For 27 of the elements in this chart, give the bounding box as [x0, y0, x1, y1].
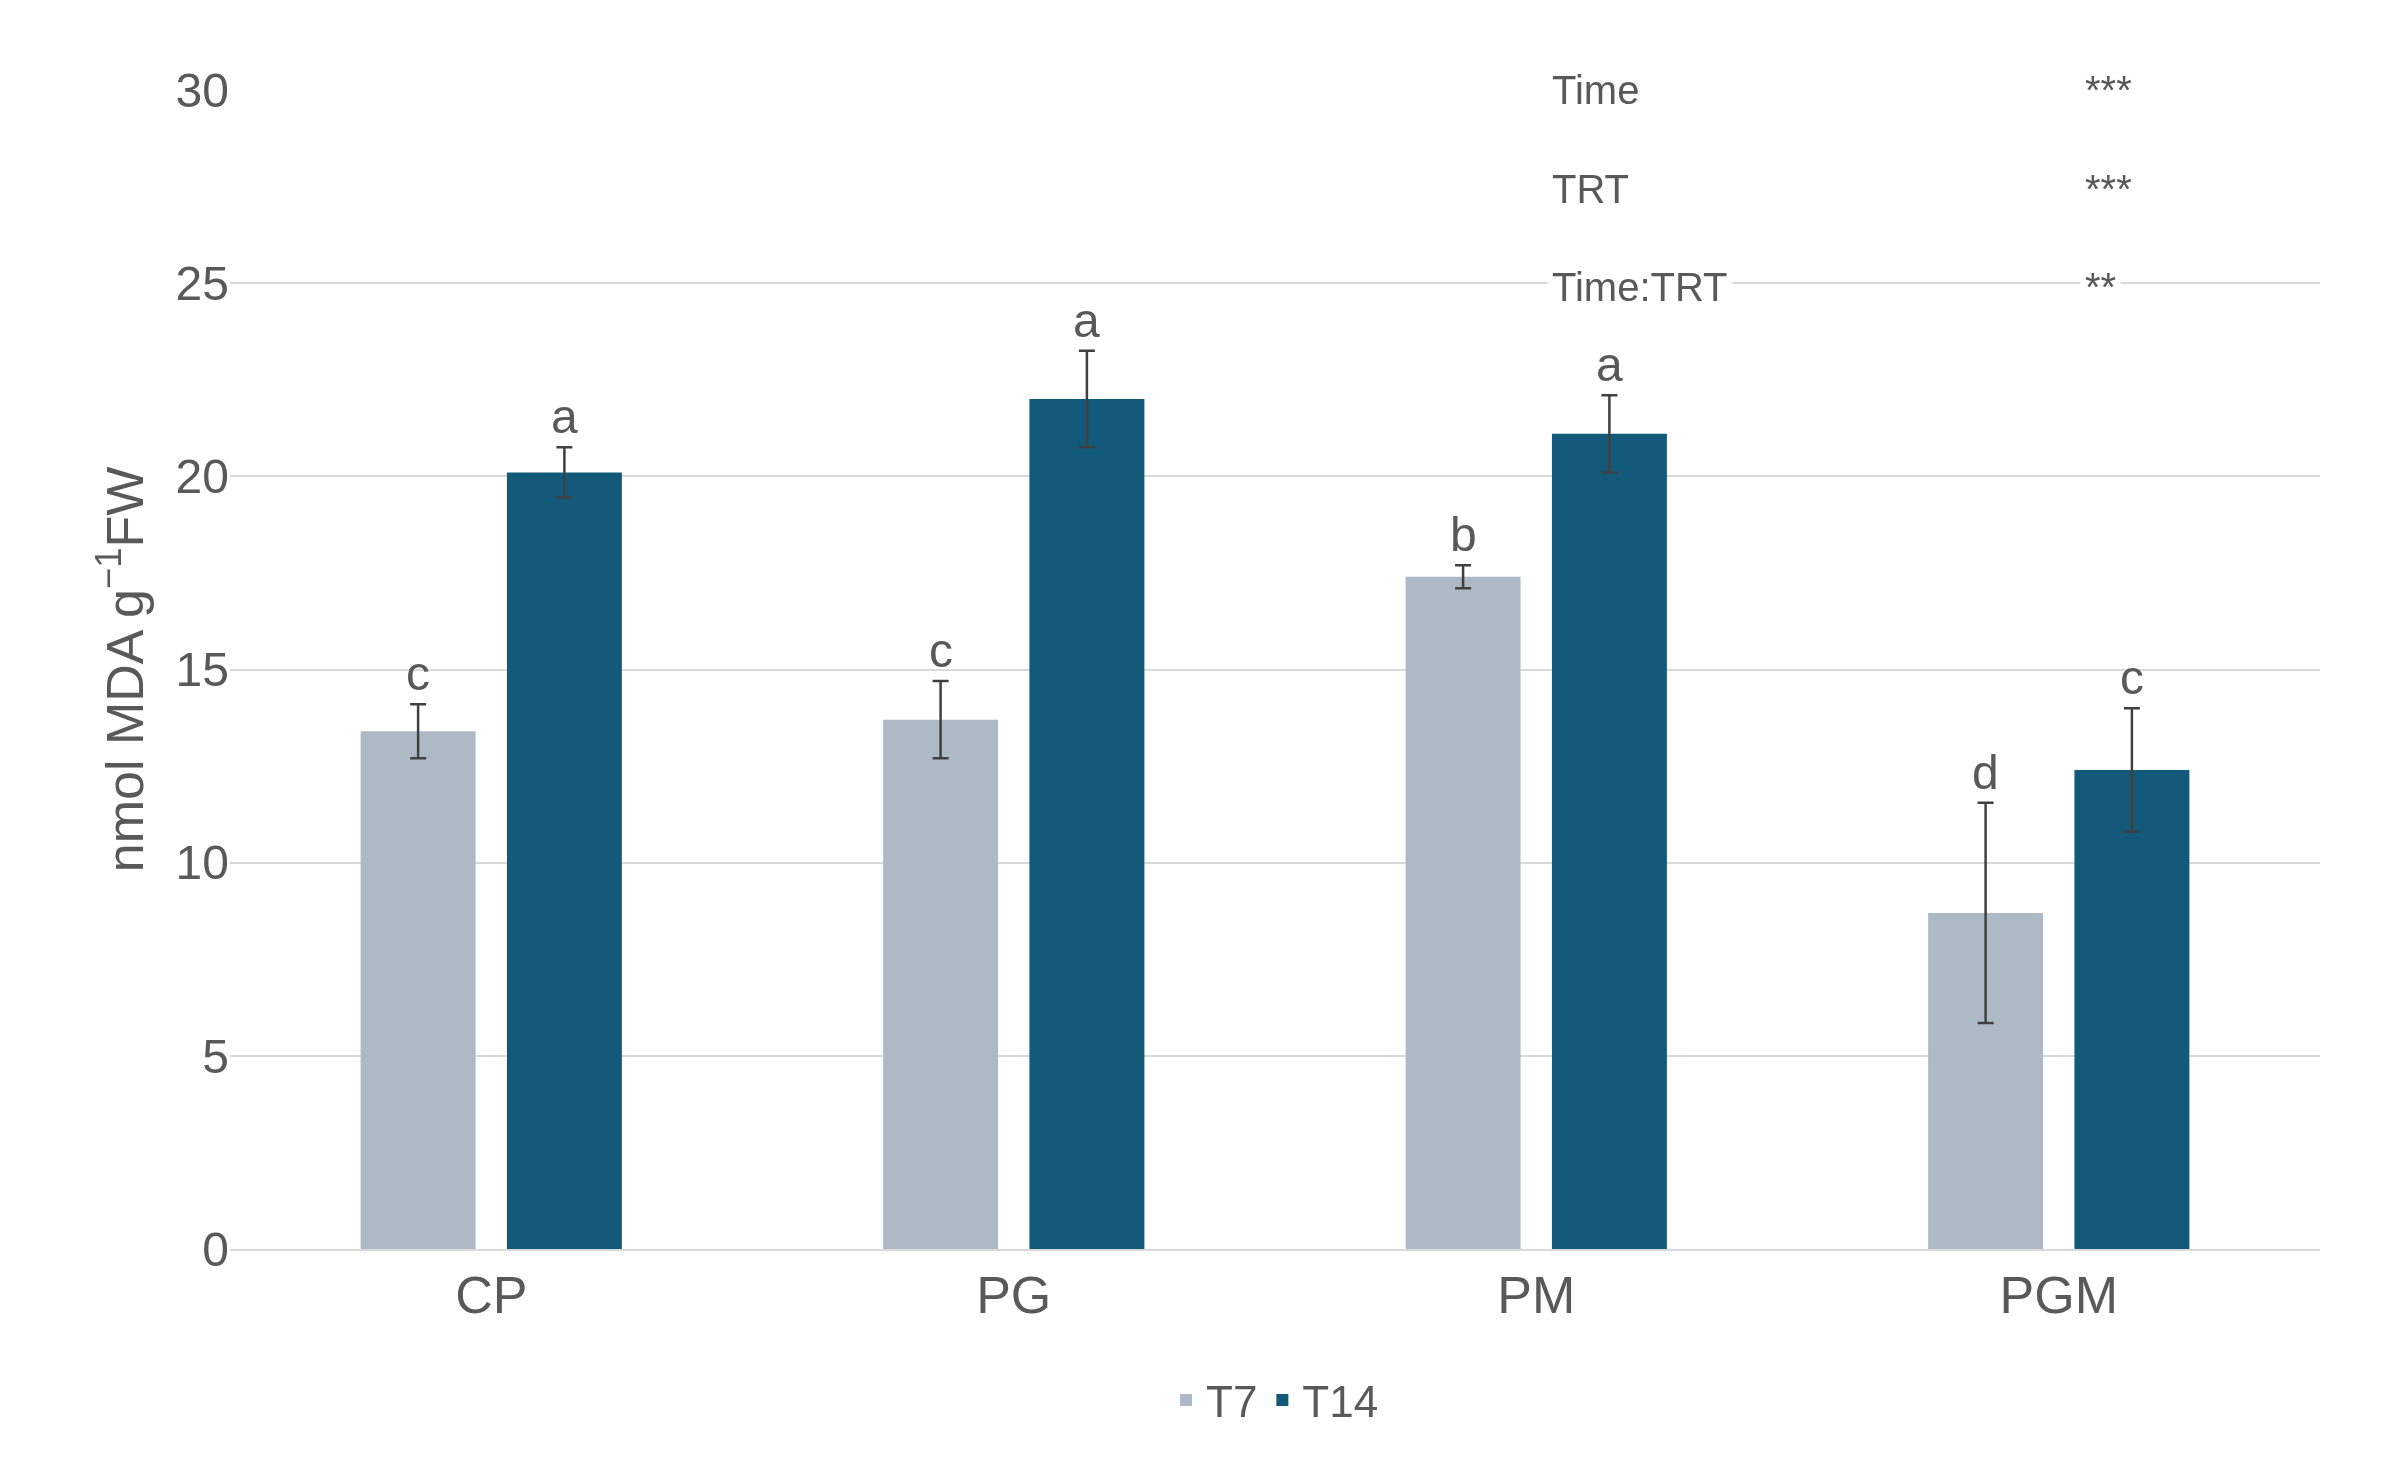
y-tick-label: 10: [175, 836, 229, 890]
y-tick-label: 15: [175, 643, 229, 697]
legend-label: T7: [1206, 1377, 1258, 1427]
annotation: TRT: [1552, 167, 1630, 211]
annotation: Time: [1552, 68, 1640, 112]
x-tick-label: PGM: [1999, 1266, 2118, 1325]
legend-label: T14: [1302, 1377, 1379, 1427]
x-tick-label: PM: [1497, 1266, 1576, 1325]
data-label: c: [406, 647, 430, 700]
data-label: a: [1073, 294, 1100, 347]
annotation: Time:TRT: [1552, 265, 1728, 309]
annotation: **: [2085, 265, 2117, 309]
annotation: ***: [2085, 167, 2132, 211]
annotation: ***: [2085, 68, 2132, 112]
y-tick-label: 20: [175, 450, 229, 504]
data-label: c: [2120, 651, 2144, 704]
data-label: c: [929, 624, 953, 677]
data-label: d: [1972, 746, 1999, 799]
x-tick-label: CP: [455, 1266, 528, 1325]
x-tick-label: PG: [976, 1266, 1052, 1325]
data-label: a: [1596, 338, 1623, 391]
data-label: a: [551, 390, 578, 443]
y-tick-label: 0: [202, 1222, 229, 1276]
y-tick-label: 30: [175, 63, 229, 117]
y-tick-label: 25: [175, 256, 229, 310]
data-label: b: [1450, 508, 1477, 561]
y-tick-label: 5: [202, 1029, 229, 1083]
